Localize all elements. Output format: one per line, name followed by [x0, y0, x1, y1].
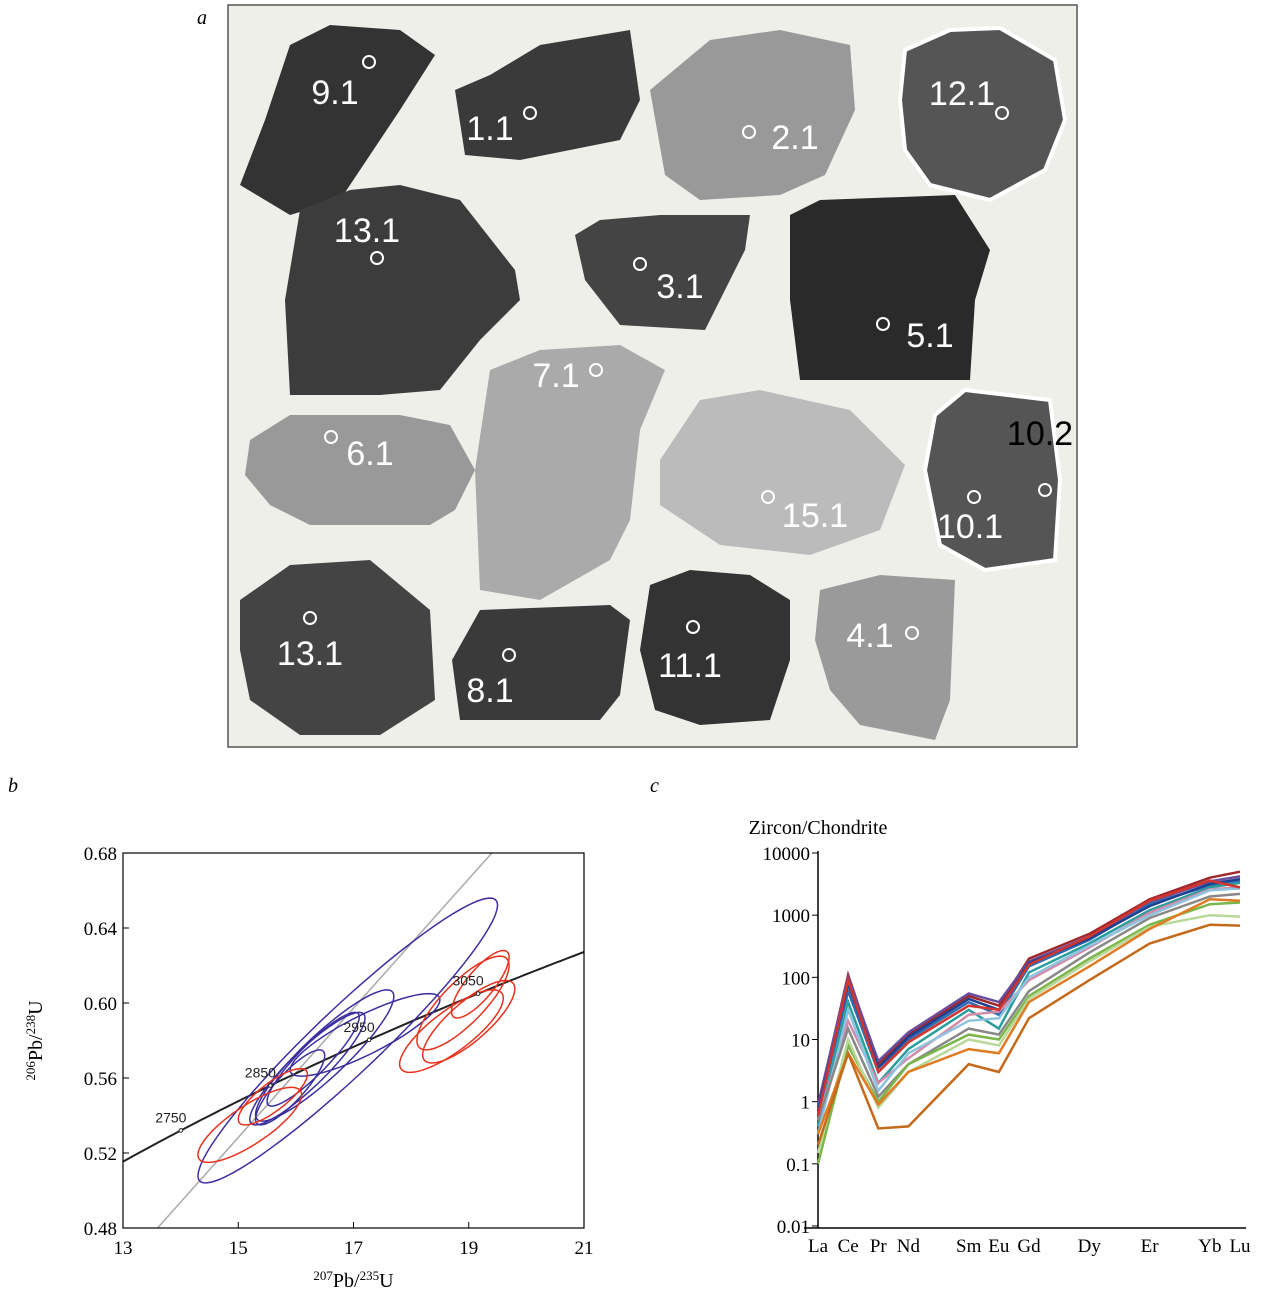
ree-line [818, 903, 1240, 1164]
y-tick-label: 0.52 [84, 1144, 117, 1165]
x-tick-label: La [808, 1236, 829, 1257]
y-tick-label: 100 [782, 968, 811, 989]
y-tick-label: 0.56 [84, 1069, 117, 1090]
axis-title-part: Pb/ [25, 1034, 47, 1061]
reference-line [158, 853, 492, 1228]
x-tick-label: Yb [1198, 1236, 1221, 1257]
panel-label: c [650, 775, 659, 797]
y-tick-label: 0.1 [786, 1155, 810, 1176]
y-tick-label: 1 [801, 1093, 811, 1114]
age-tick [476, 992, 480, 996]
age-tick [367, 1038, 371, 1042]
grain-label: 13.1 [277, 635, 343, 673]
y-tick-label: 0.68 [84, 844, 117, 865]
grain-label: 3.1 [656, 268, 703, 306]
grain-label: 5.1 [906, 317, 953, 355]
axis-title-part: 207 [313, 1268, 333, 1283]
y-tick-label: 0.48 [84, 1219, 117, 1240]
grain-label: 6.1 [346, 435, 393, 473]
x-tick-label: Sm [956, 1236, 982, 1257]
grain-label: 7.1 [532, 357, 579, 395]
figure: a b c 9.1 1.1 2.1 12.1 13.1 3.1 5.1 7.1 6.1 15.1 1… [0, 0, 1265, 1297]
age-label: 3050 [452, 973, 483, 989]
axis-title-part: U [25, 1000, 47, 1015]
panel-c: 0.01 0.1 1 10 100 1000 10000 La Ce Pr Nd Sm Eu Gd Dy Er… [749, 817, 1251, 1257]
age-label: 2750 [155, 1109, 186, 1125]
x-tick-label: Eu [988, 1236, 1010, 1257]
panel-b: 13 15 17 19 21 0.48 0.52 0.56 0.60 0.64 0.68 2750 28… [23, 844, 594, 1292]
x-tick-label: 19 [459, 1238, 478, 1259]
axis-title-part: 238 [23, 1015, 38, 1035]
axis-title-part: U [379, 1270, 394, 1292]
x-tick-label: 15 [229, 1238, 248, 1259]
grain-label: 10.1 [937, 508, 1003, 546]
axis-title-part: 206 [23, 1061, 38, 1081]
axis-title-part: 235 [360, 1268, 380, 1283]
grain-label: 12.1 [929, 75, 995, 113]
grain [900, 28, 1065, 200]
age-tick [269, 1084, 273, 1088]
grain-label: 8.1 [466, 672, 513, 710]
age-tick [179, 1129, 183, 1133]
grain-label: 11.1 [658, 647, 722, 685]
grain-label: 2.1 [771, 119, 818, 157]
x-tick-label: Nd [897, 1236, 921, 1257]
grain-label: 9.1 [311, 74, 358, 112]
grain-label: 10.2 [1007, 415, 1073, 453]
ree-line [818, 915, 1240, 1153]
x-tick-label: 17 [344, 1238, 363, 1259]
y-tick-label: 0.60 [84, 994, 117, 1015]
x-tick-label: Pr [870, 1236, 888, 1257]
y-tick-label: 10000 [763, 844, 811, 865]
ree-line [818, 883, 1240, 1127]
panel-label: a [197, 7, 207, 29]
y-tick-label: 0.01 [777, 1217, 810, 1238]
y-axis-title: 206Pb/238U [23, 1000, 48, 1081]
panel-label: b [8, 775, 18, 797]
grain-label: 4.1 [846, 617, 893, 655]
y-axis-title: Zircon/Chondrite [749, 817, 888, 839]
grain-label: 15.1 [782, 497, 848, 535]
x-tick-label: Er [1141, 1236, 1160, 1257]
x-axis-title: 207Pb/235U [313, 1268, 394, 1293]
axis-title-part: Pb/ [333, 1270, 360, 1292]
grain [790, 195, 990, 380]
x-tick-label: Ce [838, 1236, 859, 1257]
grain-label: 1.1 [466, 110, 513, 148]
plot-frame [123, 853, 584, 1228]
y-tick-label: 1000 [772, 906, 810, 927]
x-tick-label: Lu [1229, 1236, 1251, 1257]
y-tick-label: 0.64 [84, 919, 118, 940]
age-label: 2850 [245, 1065, 276, 1081]
x-tick-label: Dy [1078, 1236, 1102, 1257]
grain-label: 13.1 [334, 212, 400, 250]
y-tick-label: 10 [791, 1031, 810, 1052]
x-tick-label: Gd [1017, 1236, 1041, 1257]
age-label: 2950 [344, 1019, 375, 1035]
x-tick-label: 13 [114, 1238, 133, 1259]
x-tick-label: 21 [575, 1238, 594, 1259]
